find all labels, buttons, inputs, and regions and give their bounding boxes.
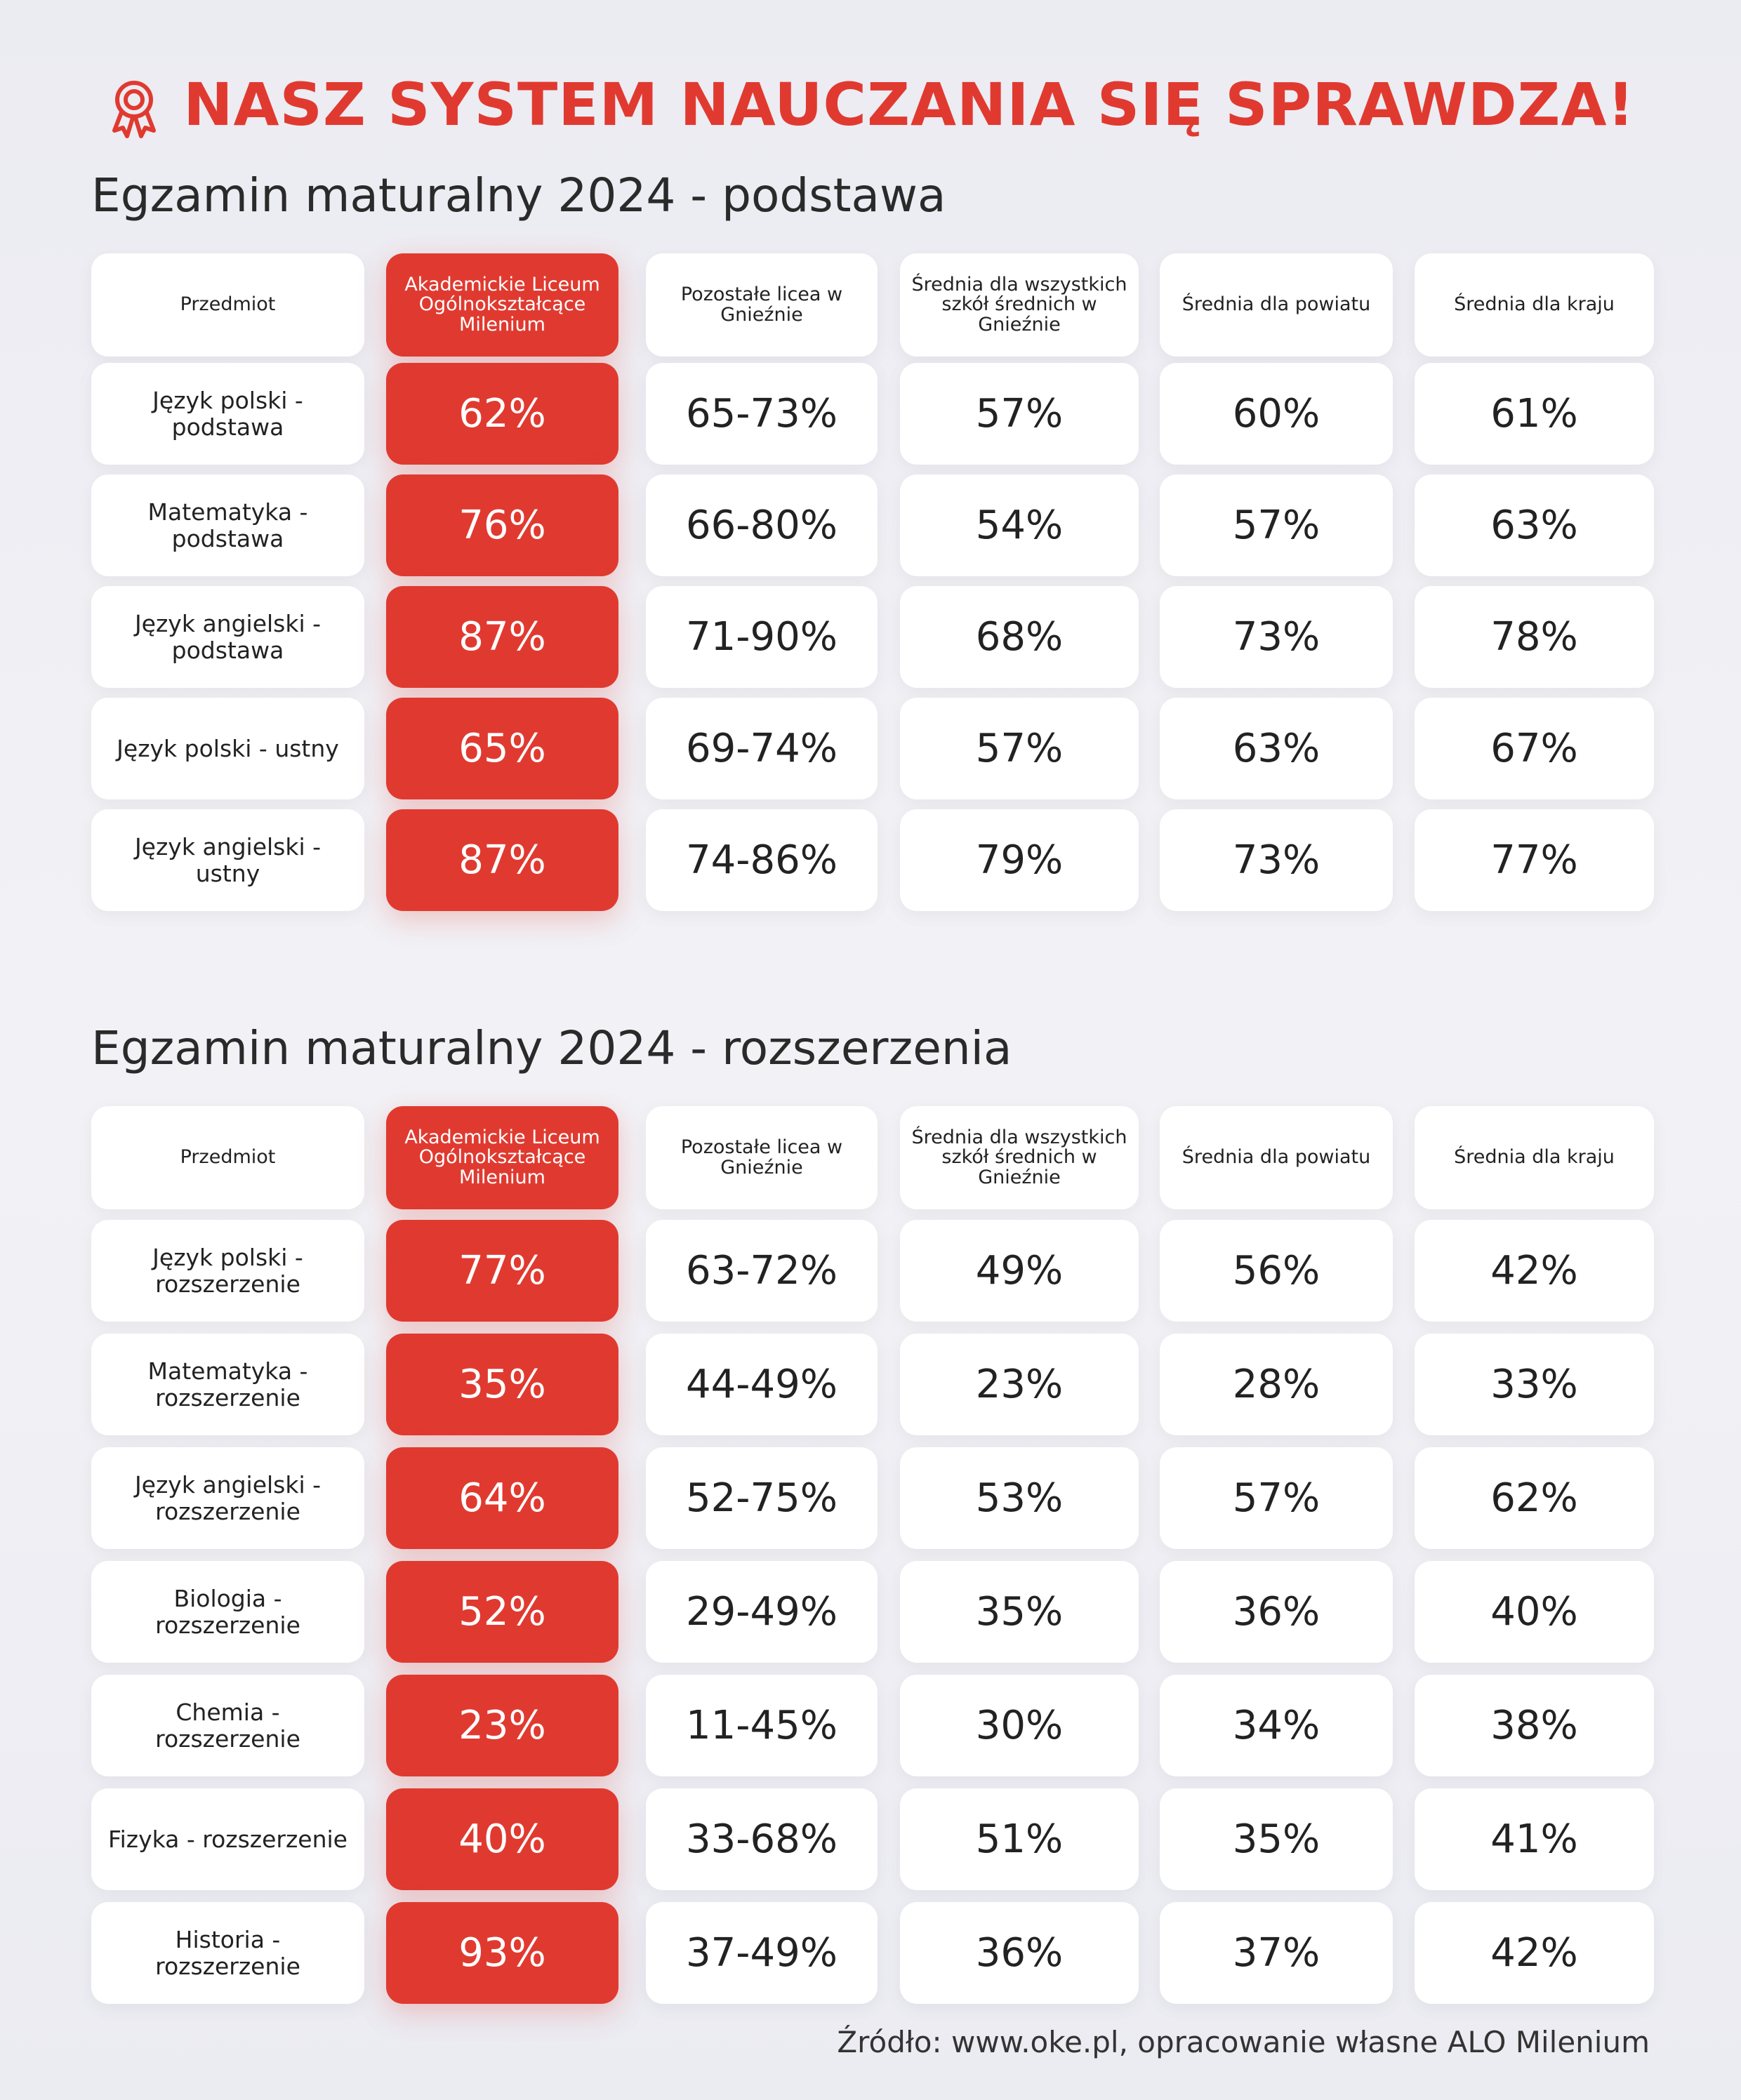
value-cell: 23%: [386, 1675, 618, 1776]
column-header: Przedmiot: [91, 1106, 364, 1209]
value-cell: 29-49%: [646, 1561, 878, 1663]
source: Źródło: www.oke.pl, opracowanie własne A…: [837, 2025, 1650, 2059]
value-cell: 42%: [1415, 1902, 1654, 2004]
value-cell: 30%: [900, 1675, 1139, 1776]
value-cell: 78%: [1415, 586, 1654, 688]
value-cell: 49%: [900, 1220, 1139, 1322]
value-cell: 41%: [1415, 1788, 1654, 1890]
column-header: Średnia dla wszystkich szkół średnich w …: [900, 1106, 1139, 1209]
award-icon: [112, 81, 157, 139]
value-cell: 54%: [900, 474, 1139, 576]
section-heading: Egzamin maturalny 2024 - rozszerzenia: [91, 1021, 1012, 1075]
column-header: Średnia dla wszystkich szkół średnich w …: [900, 253, 1139, 357]
value-cell: 61%: [1415, 363, 1654, 465]
subject-cell: Język angielski - podstawa: [91, 586, 364, 688]
title: NASZ SYSTEM NAUCZANIA SIĘ SPRAWDZA!: [0, 70, 1741, 140]
value-cell: 79%: [900, 809, 1139, 911]
subject-cell: Język angielski - rozszerzenie: [91, 1447, 364, 1549]
value-cell: 67%: [1415, 698, 1654, 799]
value-cell: 62%: [386, 363, 618, 465]
value-cell: 57%: [900, 363, 1139, 465]
value-cell: 51%: [900, 1788, 1139, 1890]
value-cell: 35%: [1160, 1788, 1393, 1890]
column-header: Średnia dla powiatu: [1160, 1106, 1393, 1209]
value-cell: 77%: [1415, 809, 1654, 911]
column-header: Akademickie Liceum Ogólnokształcące Mile…: [386, 1106, 618, 1209]
column-header: Akademickie Liceum Ogólnokształcące Mile…: [386, 253, 618, 357]
value-cell: 77%: [386, 1220, 618, 1322]
value-cell: 37%: [1160, 1902, 1393, 2004]
subject-cell: Matematyka - rozszerzenie: [91, 1334, 364, 1435]
value-cell: 74-86%: [646, 809, 878, 911]
value-cell: 40%: [1415, 1561, 1654, 1663]
value-cell: 36%: [1160, 1561, 1393, 1663]
value-cell: 44-49%: [646, 1334, 878, 1435]
value-cell: 57%: [1160, 474, 1393, 576]
column-header: Pozostałe licea w Gnieźnie: [646, 253, 878, 357]
column-header: Średnia dla kraju: [1415, 1106, 1654, 1209]
column-header: Pozostałe licea w Gnieźnie: [646, 1106, 878, 1209]
value-cell: 73%: [1160, 809, 1393, 911]
subject-cell: Język polski - ustny: [91, 698, 364, 799]
value-cell: 57%: [1160, 1447, 1393, 1549]
value-cell: 87%: [386, 586, 618, 688]
value-cell: 53%: [900, 1447, 1139, 1549]
value-cell: 42%: [1415, 1220, 1654, 1322]
value-cell: 69-74%: [646, 698, 878, 799]
value-cell: 76%: [386, 474, 618, 576]
value-cell: 28%: [1160, 1334, 1393, 1435]
value-cell: 52-75%: [646, 1447, 878, 1549]
value-cell: 60%: [1160, 363, 1393, 465]
value-cell: 63%: [1160, 698, 1393, 799]
value-cell: 52%: [386, 1561, 618, 1663]
value-cell: 38%: [1415, 1675, 1654, 1776]
value-cell: 65-73%: [646, 363, 878, 465]
value-cell: 73%: [1160, 586, 1393, 688]
value-cell: 35%: [386, 1334, 618, 1435]
subject-cell: Fizyka - rozszerzenie: [91, 1788, 364, 1890]
subject-cell: Biologia - rozszerzenie: [91, 1561, 364, 1663]
value-cell: 11-45%: [646, 1675, 878, 1776]
value-cell: 36%: [900, 1902, 1139, 2004]
value-cell: 66-80%: [646, 474, 878, 576]
value-cell: 65%: [386, 698, 618, 799]
subject-cell: Język angielski - ustny: [91, 809, 364, 911]
value-cell: 64%: [386, 1447, 618, 1549]
value-cell: 71-90%: [646, 586, 878, 688]
subject-cell: Chemia - rozszerzenie: [91, 1675, 364, 1776]
column-header: Średnia dla powiatu: [1160, 253, 1393, 357]
subject-cell: Język polski - rozszerzenie: [91, 1220, 364, 1322]
value-cell: 40%: [386, 1788, 618, 1890]
value-cell: 68%: [900, 586, 1139, 688]
value-cell: 33-68%: [646, 1788, 878, 1890]
value-cell: 23%: [900, 1334, 1139, 1435]
value-cell: 63%: [1415, 474, 1654, 576]
title-text: NASZ SYSTEM NAUCZANIA SIĘ SPRAWDZA!: [183, 70, 1635, 139]
value-cell: 57%: [900, 698, 1139, 799]
value-cell: 63-72%: [646, 1220, 878, 1322]
subject-cell: Język polski - podstawa: [91, 363, 364, 465]
value-cell: 35%: [900, 1561, 1139, 1663]
subject-cell: Matematyka - podstawa: [91, 474, 364, 576]
value-cell: 87%: [386, 809, 618, 911]
value-cell: 34%: [1160, 1675, 1393, 1776]
value-cell: 56%: [1160, 1220, 1393, 1322]
column-header: Przedmiot: [91, 253, 364, 357]
value-cell: 37-49%: [646, 1902, 878, 2004]
value-cell: 62%: [1415, 1447, 1654, 1549]
value-cell: 33%: [1415, 1334, 1654, 1435]
subject-cell: Historia - rozszerzenie: [91, 1902, 364, 2004]
section-heading: Egzamin maturalny 2024 - podstawa: [91, 168, 946, 222]
column-header: Średnia dla kraju: [1415, 253, 1654, 357]
value-cell: 93%: [386, 1902, 618, 2004]
